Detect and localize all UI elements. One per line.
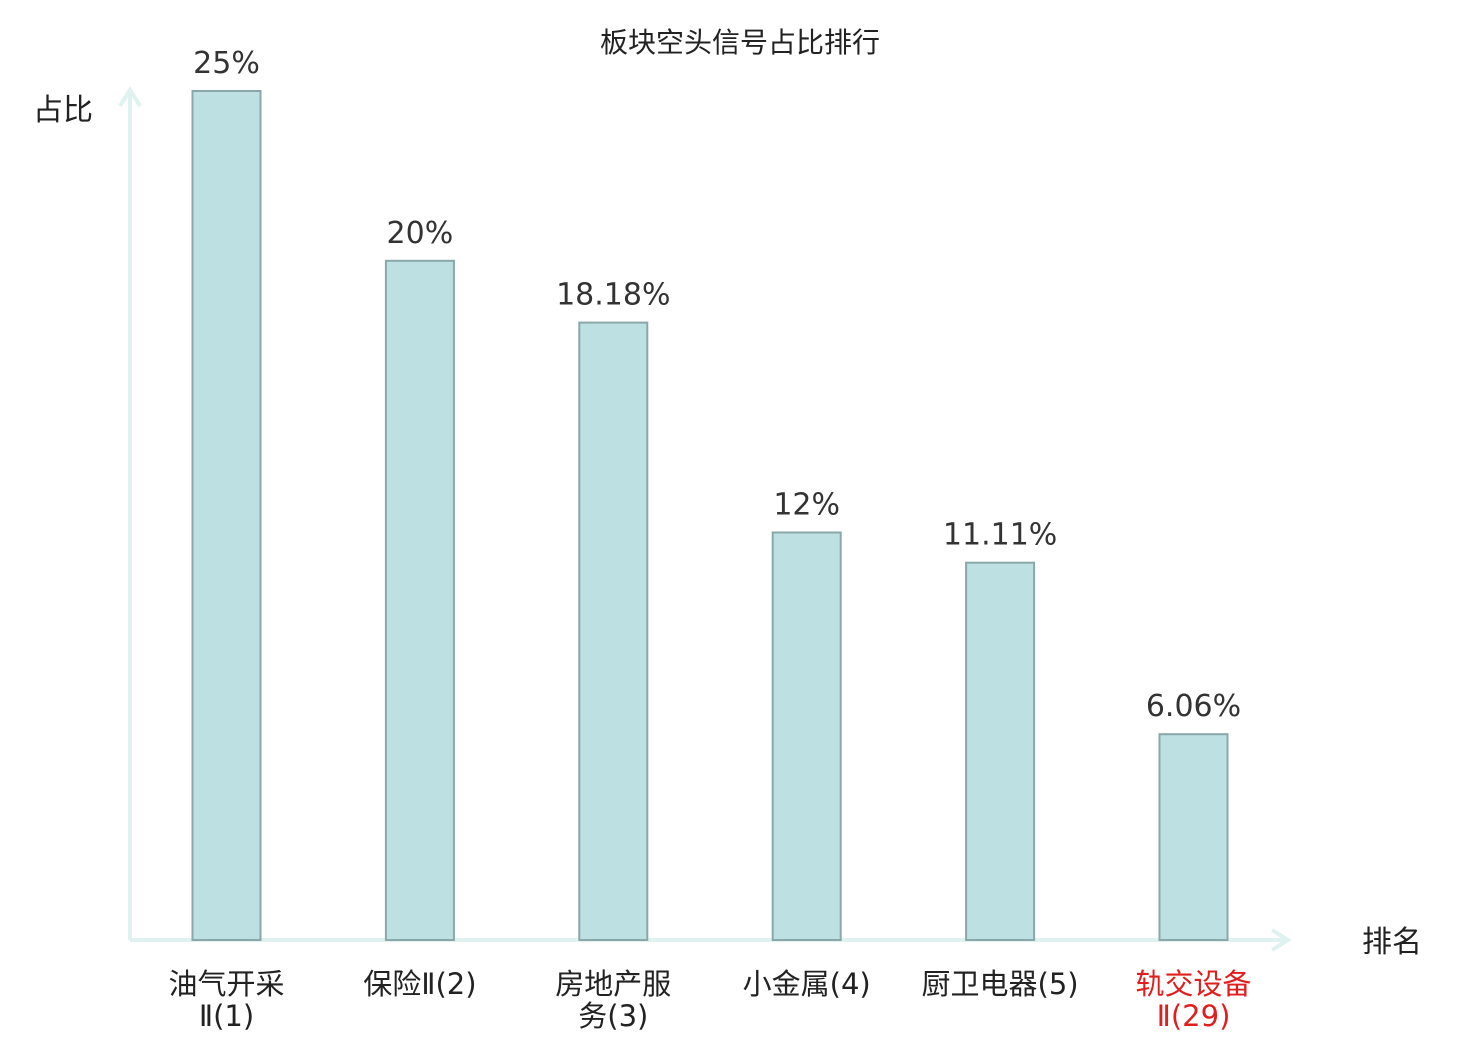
category-label: 轨交设备 [1135,967,1251,1001]
axes [118,86,1292,952]
y-axis-label: 占比 [33,93,93,128]
bar [771,531,842,941]
bars [191,90,1229,942]
bar [384,259,455,941]
value-label: 25% [193,46,260,81]
category-label: 小金属(4) [743,967,871,1001]
category-label: 房地产服 [555,967,671,1001]
bar [191,90,262,941]
value-label: 11.11% [943,518,1057,553]
value-labels: 25% 20% 18.18% 12% 11.11% 6.06% [193,46,1241,724]
category-label: Ⅱ(1) [199,999,254,1033]
bar [578,321,649,942]
y-axis-arrow [118,86,142,108]
category-label: 务(3) [578,999,648,1033]
value-label: 12% [773,488,840,523]
category-label: 厨卫电器(5) [922,967,1079,1001]
chart-title: 板块空头信号占比排行 [600,26,880,59]
bar [1158,733,1229,942]
category-label: 油气开采 [168,967,284,1001]
category-label: 保险Ⅱ(2) [363,967,476,1001]
value-label: 6.06% [1146,689,1241,724]
x-axis-label: 排名 [1362,925,1422,960]
bar [965,561,1036,941]
value-label: 18.18% [556,278,670,313]
category-label: Ⅱ(29) [1157,999,1231,1033]
x-axis-arrow [1270,928,1292,952]
value-label: 20% [387,216,454,251]
